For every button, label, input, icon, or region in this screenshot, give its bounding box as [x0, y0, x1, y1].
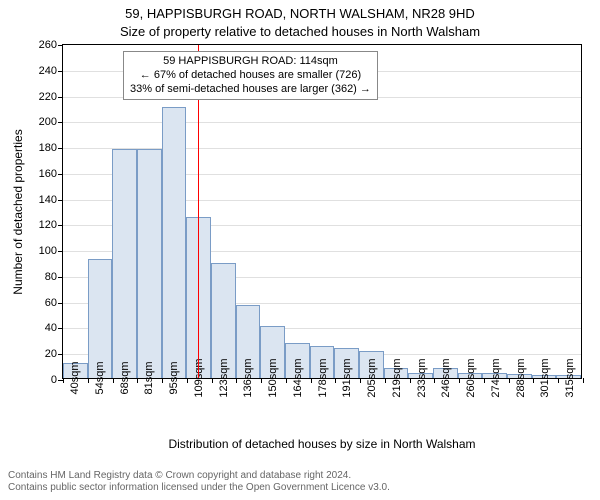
footer-line1: Contains HM Land Registry data © Crown c… [8, 470, 390, 482]
x-tick-label: 301sqm [533, 358, 551, 397]
x-tick-label: 191sqm [335, 358, 353, 397]
x-tick-label: 95sqm [162, 361, 180, 394]
histogram-bar [88, 259, 113, 378]
histogram-bar [112, 149, 137, 378]
x-axis-label: Distribution of detached houses by size … [62, 437, 582, 451]
y-tick-label: 80 [45, 271, 63, 283]
x-tick-label: 205sqm [360, 358, 378, 397]
annotation-box: 59 HAPPISBURGH ROAD: 114sqm← 67% of deta… [123, 51, 378, 100]
y-tick-label: 180 [39, 142, 63, 154]
y-tick-label: 260 [39, 39, 63, 51]
chart-title-block: 59, HAPPISBURGH ROAD, NORTH WALSHAM, NR2… [0, 6, 600, 39]
footer-attribution: Contains HM Land Registry data © Crown c… [8, 470, 390, 494]
x-tick-label: 123sqm [212, 358, 230, 397]
y-tick-label: 0 [51, 374, 63, 386]
y-tick-label: 100 [39, 245, 63, 257]
histogram-bar [137, 149, 162, 378]
x-tick-label: 164sqm [286, 358, 304, 397]
histogram-bar [162, 107, 187, 378]
x-tick-label: 233sqm [410, 358, 428, 397]
y-tick-label: 220 [39, 91, 63, 103]
x-tick-label: 274sqm [484, 358, 502, 397]
title-line1: 59, HAPPISBURGH ROAD, NORTH WALSHAM, NR2… [0, 6, 600, 22]
x-tick-label: 288sqm [509, 358, 527, 397]
x-tick-label: 68sqm [113, 361, 131, 394]
title-line2: Size of property relative to detached ho… [0, 24, 600, 40]
y-tick-label: 240 [39, 65, 63, 77]
x-tick-label: 81sqm [137, 361, 155, 394]
histogram-chart: 02040608010012014016018020022024026040sq… [62, 44, 582, 379]
x-tick-label: 260sqm [459, 358, 477, 397]
x-tick-label: 246sqm [434, 358, 452, 397]
y-tick-label: 160 [39, 168, 63, 180]
x-tick-label: 178sqm [311, 358, 329, 397]
y-tick-label: 20 [45, 348, 63, 360]
y-tick-label: 120 [39, 219, 63, 231]
x-tick-label: 136sqm [236, 358, 254, 397]
y-tick-label: 60 [45, 297, 63, 309]
annotation-line2: ← 67% of detached houses are smaller (72… [130, 69, 371, 83]
x-tick-label: 54sqm [88, 361, 106, 394]
annotation-line3: 33% of semi-detached houses are larger (… [130, 83, 371, 97]
x-tick-label: 150sqm [261, 358, 279, 397]
y-axis-label: Number of detached properties [11, 129, 25, 294]
x-tick-label: 109sqm [187, 358, 205, 397]
annotation-line1: 59 HAPPISBURGH ROAD: 114sqm [130, 55, 371, 69]
y-tick-label: 40 [45, 322, 63, 334]
x-tick-label: 219sqm [385, 358, 403, 397]
x-tick-label: 315sqm [558, 358, 576, 397]
y-tick-label: 140 [39, 194, 63, 206]
x-tick-mark [583, 378, 584, 383]
footer-line2: Contains public sector information licen… [8, 482, 390, 494]
y-tick-label: 200 [39, 116, 63, 128]
x-tick-label: 40sqm [63, 361, 81, 394]
